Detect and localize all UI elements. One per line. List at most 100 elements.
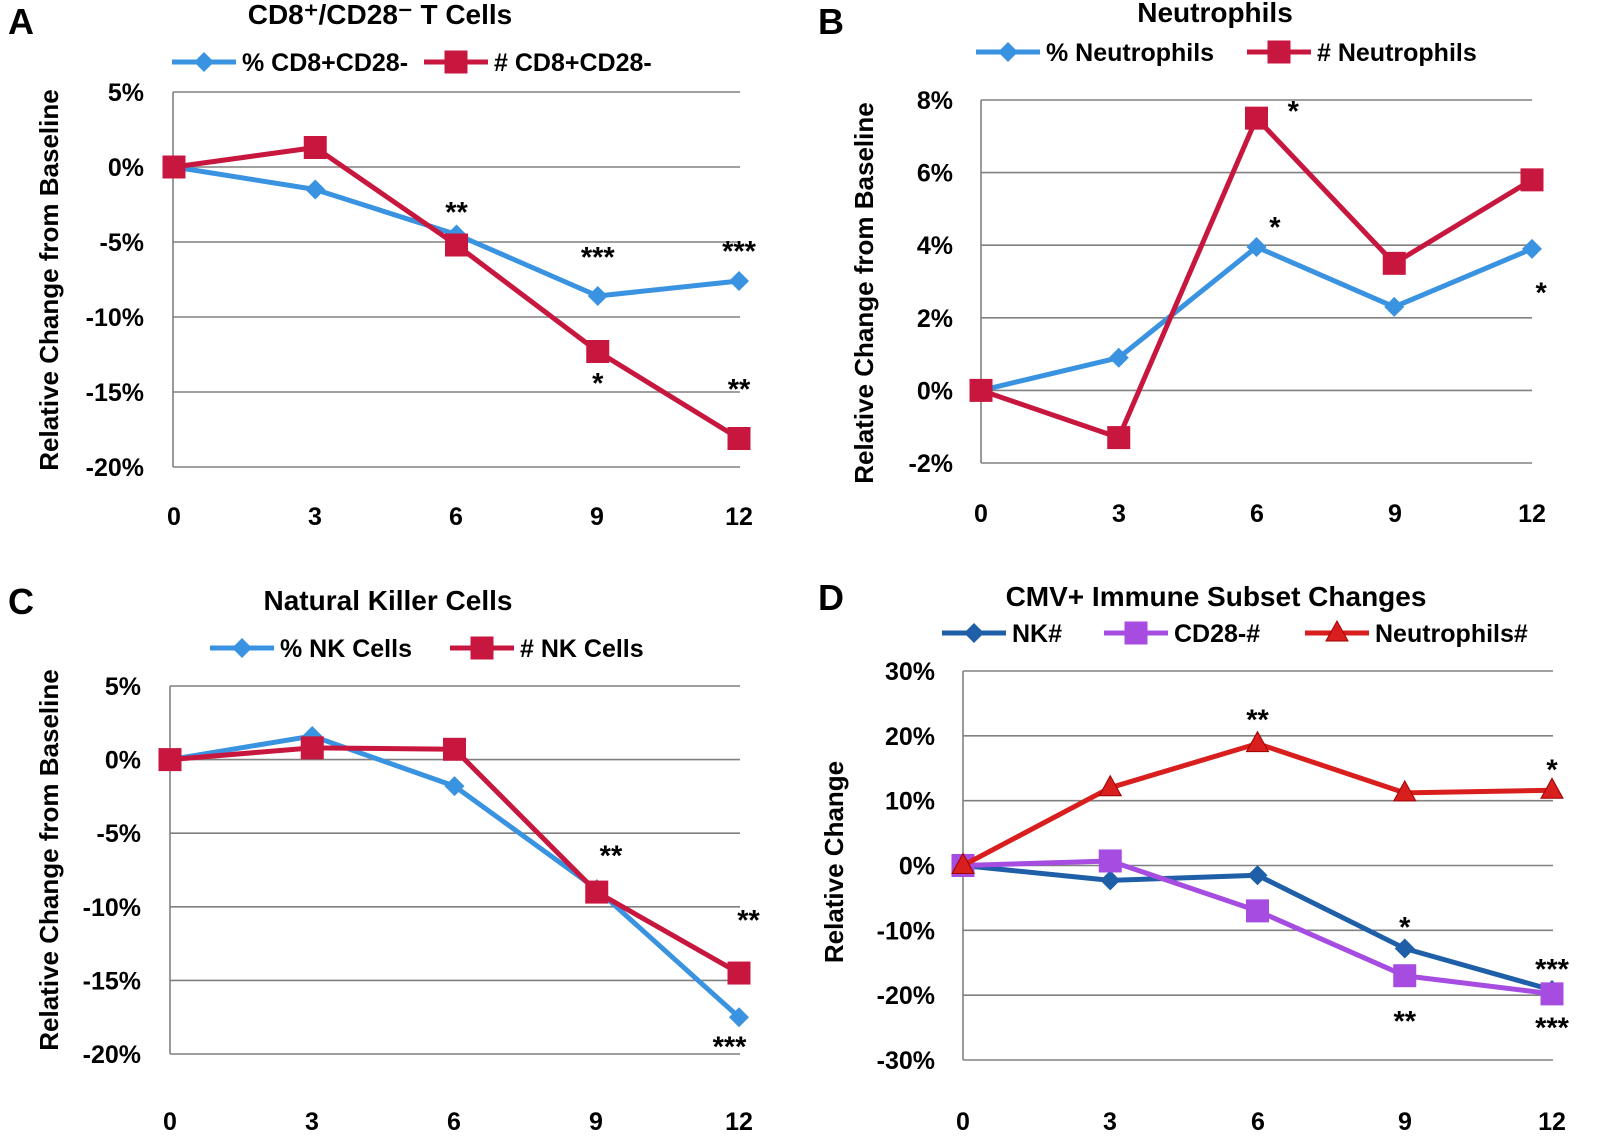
- series-0: [971, 237, 1542, 401]
- legend-label: Neutrophils#: [1375, 620, 1528, 648]
- x-tick-label: 6: [449, 503, 463, 531]
- series-line: [980, 244, 1533, 393]
- data-point: [1384, 296, 1405, 317]
- data-point: [1245, 730, 1270, 753]
- data-point: [1245, 106, 1268, 130]
- legend-swatch-marker: [194, 52, 214, 72]
- legend-entry: # NK Cells: [450, 635, 644, 663]
- y-tick-label: 5%: [105, 673, 141, 701]
- legend-swatch-marker: [1267, 40, 1291, 64]
- series-0: [164, 157, 749, 306]
- x-tick-label: 3: [305, 1108, 319, 1136]
- x-tick-label: 12: [725, 1108, 753, 1136]
- data-point: [1098, 849, 1122, 873]
- y-tick-label: -2%: [909, 450, 953, 478]
- x-tick-label: 6: [447, 1108, 461, 1136]
- data-point: [969, 378, 993, 402]
- y-axis-label: Relative Change from Baseline: [34, 669, 64, 1050]
- legend-entry: NK#: [942, 620, 1062, 648]
- data-point: [1394, 938, 1415, 959]
- significance-marker: *: [592, 368, 604, 400]
- legend-label: % NK Cells: [280, 635, 412, 663]
- x-tick-label: 3: [1112, 500, 1126, 528]
- data-point: [444, 776, 465, 797]
- y-tick-label: 2%: [917, 305, 953, 333]
- x-tick-label: 6: [1251, 1108, 1265, 1136]
- data-point: [729, 271, 749, 291]
- y-axis-label: Relative Change from Baseline: [849, 102, 879, 483]
- y-tick-label: -5%: [100, 229, 144, 257]
- data-point: [1246, 899, 1269, 923]
- series-1: [969, 106, 1544, 450]
- panel-letter: B: [818, 1, 844, 42]
- data-point: [729, 1007, 749, 1028]
- y-axis-label: Relative Change: [819, 761, 849, 963]
- x-tick-label: 9: [1398, 1108, 1412, 1136]
- y-tick-label: -20%: [83, 1041, 141, 1069]
- data-point: [1540, 982, 1564, 1006]
- y-tick-label: -20%: [86, 454, 144, 482]
- y-tick-label: 0%: [899, 853, 935, 881]
- legend-swatch-marker: [470, 636, 494, 660]
- x-tick-label: 0: [974, 500, 988, 528]
- panel-d: D CMV+ Immune Subset Changes NK# CD28-# Neut…: [818, 577, 1570, 1136]
- data-point: [1100, 870, 1121, 891]
- x-tick-label: 0: [163, 1108, 177, 1136]
- y-tick-label: 5%: [108, 79, 144, 107]
- y-tick-label: -10%: [83, 894, 141, 922]
- legend-label: # CD8+CD28-: [494, 49, 652, 77]
- chart-title: CMV+ Immune Subset Changes: [1006, 581, 1427, 612]
- legend-label: CD28-#: [1174, 620, 1260, 648]
- chart-title: Neutrophils: [1137, 0, 1293, 28]
- legend-entry: # CD8+CD28-: [424, 49, 652, 77]
- y-tick-label: -15%: [83, 967, 141, 995]
- significance-marker: *: [1399, 912, 1411, 944]
- x-tick-label: 9: [1388, 500, 1402, 528]
- legend-swatch-marker: [964, 623, 984, 643]
- legend-entry: % Neutrophils: [976, 39, 1214, 67]
- legend-entry: # Neutrophils: [1247, 39, 1477, 67]
- data-point: [1098, 774, 1123, 797]
- legend-swatch-marker: [998, 42, 1018, 62]
- legend-entry: Neutrophils#: [1305, 619, 1528, 648]
- y-tick-label: 10%: [885, 788, 935, 816]
- y-tick-label: 0%: [917, 377, 953, 405]
- series-0: [160, 726, 749, 1028]
- y-tick-label: -15%: [86, 379, 144, 407]
- significance-marker: **: [1393, 1006, 1416, 1038]
- legend-swatch-marker: [444, 50, 468, 74]
- y-tick-label: -30%: [877, 1047, 935, 1075]
- legend-label: NK#: [1012, 620, 1062, 648]
- significance-marker: ***: [1535, 954, 1570, 986]
- y-tick-label: 30%: [885, 658, 935, 686]
- data-point: [443, 737, 466, 761]
- panel-letter: D: [818, 577, 844, 618]
- data-point: [162, 155, 186, 179]
- data-point: [727, 427, 751, 450]
- legend-swatch-marker: [1124, 621, 1148, 645]
- y-tick-label: 8%: [917, 87, 953, 115]
- y-tick-label: -10%: [86, 304, 144, 332]
- legend-swatch-marker: [232, 638, 252, 658]
- chart-title: Natural Killer Cells: [264, 585, 513, 616]
- data-point: [1382, 251, 1406, 275]
- data-point: [1520, 168, 1544, 192]
- data-point: [1108, 347, 1129, 368]
- significance-marker: **: [737, 905, 760, 937]
- y-tick-label: 0%: [105, 747, 141, 775]
- legend-label: # NK Cells: [520, 635, 644, 663]
- x-tick-label: 6: [1250, 500, 1264, 528]
- x-tick-label: 3: [308, 503, 322, 531]
- legend-label: % Neutrophils: [1046, 39, 1214, 67]
- panel-b: B Neutrophils % Neutrophils # Neutrophils 8%…: [818, 0, 1548, 528]
- panel-letter: A: [8, 1, 34, 42]
- data-point: [587, 286, 608, 306]
- series-1: [158, 736, 751, 985]
- panel-c: C Natural Killer Cells % NK Cells # NK Cell…: [8, 581, 760, 1136]
- data-point: [951, 852, 975, 874]
- x-tick-label: 9: [589, 1108, 603, 1136]
- y-tick-label: -10%: [877, 917, 935, 945]
- data-point: [1522, 238, 1542, 259]
- panel-letter: C: [8, 581, 34, 622]
